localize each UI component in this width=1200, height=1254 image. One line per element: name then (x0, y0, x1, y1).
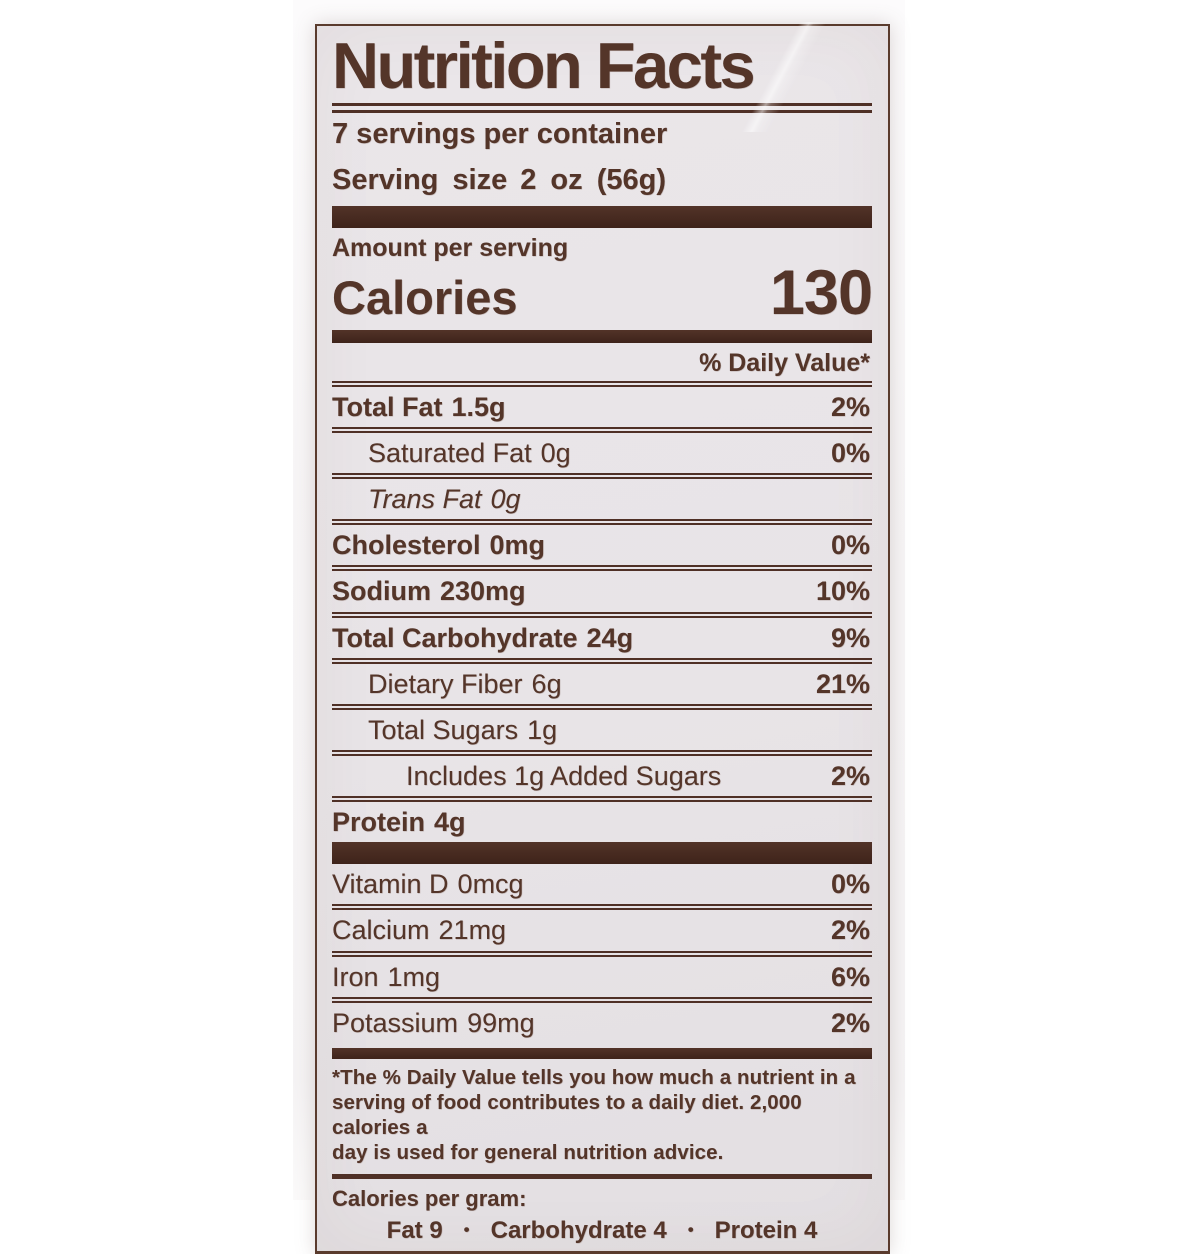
nutrient-name: Protein (332, 807, 426, 838)
amount-per-serving: Amount per serving (332, 234, 569, 263)
nutrient-row-protein: Protein 4g (332, 802, 872, 842)
nutrient-dv: 6% (830, 961, 870, 992)
nutrient-name: Includes 1g Added Sugars (406, 760, 722, 791)
calories-divider-bar (332, 330, 872, 344)
daily-value-footnote: *The % Daily Value tells you how much a … (332, 1065, 872, 1179)
nutrient-amount: 24g (586, 622, 634, 653)
cpg-protein: Protein 4 (714, 1217, 818, 1244)
nutrient-amount: 99mg (467, 1007, 535, 1038)
nutrient-row-vitamin-d: Vitamin D 0mcg 0% (332, 864, 872, 911)
nutrient-dv: 2% (830, 391, 870, 422)
nutrient-dv: 0% (830, 530, 870, 561)
nutrient-amount: 4g (434, 807, 466, 838)
serving-size-row: Serving size 2 oz (56g) (332, 165, 872, 197)
nutrient-amount: 6g (531, 668, 562, 699)
calories-row: Calories 130 (332, 257, 873, 328)
nutrient-dv: 0% (830, 437, 870, 468)
nutrient-name: Total Sugars (368, 714, 519, 745)
nutrient-dv: 0% (830, 869, 870, 900)
calories-per-gram-label: Calories per gram: (332, 1185, 527, 1211)
nutrient-name: Iron (332, 961, 379, 992)
servings-per-container: 7 servings per container (332, 117, 668, 150)
nutrient-name: Vitamin D (332, 869, 449, 900)
nutrient-amount: 21mg (438, 915, 507, 946)
calories-value: 130 (769, 257, 873, 328)
nutrient-row-trans-fat: Trans Fat 0g (332, 479, 872, 526)
nutrient-name: Potassium (332, 1007, 459, 1038)
nutrient-name: Total Fat (332, 391, 443, 422)
nutrient-amount: 1g (527, 714, 558, 745)
nutrient-amount: 1.5g (451, 391, 506, 422)
nutrient-row-total-sugars: Total Sugars 1g (332, 710, 872, 756)
footnote-line: *The % Daily Value tells you how much a … (332, 1065, 856, 1089)
nutrient-name: Sodium (332, 576, 431, 607)
nutrient-amount: 0mg (489, 530, 546, 561)
nutrient-amount: 230mg (440, 576, 526, 607)
bullet-icon: • (687, 1220, 694, 1239)
bullet-icon: • (463, 1220, 470, 1239)
footnote-line: serving of food contributes to a daily d… (332, 1090, 802, 1139)
nutrient-amount: 0mcg (457, 869, 524, 900)
calories-label: Calories (332, 270, 518, 324)
nutrient-row-total-fat: Total Fat 1.5g 2% (332, 387, 872, 433)
nutrient-dv: 2% (830, 915, 870, 946)
nutrient-dv: 2% (830, 1007, 870, 1038)
nutrient-row-dietary-fiber: Dietary Fiber 6g 21% (332, 664, 872, 710)
daily-value-header: % Daily Value* (332, 343, 872, 387)
nutrient-row-added-sugars: Includes 1g Added Sugars 2% (332, 756, 872, 803)
serving-size-label: Serving size (332, 164, 508, 197)
nutrient-name: Cholesterol (332, 530, 481, 561)
nutrient-name: Calcium (332, 915, 430, 946)
nutrient-amount: 0g (540, 437, 571, 468)
nutrient-name: Trans Fat (368, 484, 482, 515)
section-bar-top (332, 206, 872, 229)
nutrient-dv: 21% (815, 668, 870, 699)
cpg-fat: Fat 9 (386, 1217, 443, 1244)
calories-per-gram-items: Fat 9 • Carbohydrate 4 • Protein 4 (332, 1218, 872, 1243)
footnote-line: day is used for general nutrition advice… (332, 1140, 724, 1164)
nutrient-amount: 0g (490, 484, 521, 515)
nutrient-dv: 10% (815, 576, 870, 607)
section-bar-protein (332, 842, 872, 865)
cpg-carbohydrate: Carbohydrate 4 (490, 1217, 667, 1244)
nutrient-amount: 1mg (387, 961, 441, 992)
title-divider (332, 102, 872, 113)
section-bar-minerals (332, 1047, 872, 1059)
nutrient-row-calcium: Calcium 21mg 2% (332, 910, 872, 957)
nutrition-facts-panel: Nutrition Facts 7 servings per container… (315, 21, 890, 1254)
nutrient-name: Total Carbohydrate (332, 622, 578, 653)
nutrient-row-sodium: Sodium 230mg 10% (332, 571, 872, 618)
nutrient-row-potassium: Potassium 99mg 2% (332, 1003, 872, 1043)
nutrient-row-total-carbohydrate: Total Carbohydrate 24g 9% (332, 618, 872, 664)
panel-title: Nutrition Facts (332, 29, 756, 102)
serving-size-value: 2 oz (56g) (520, 164, 666, 197)
nutrient-name: Saturated Fat (368, 437, 532, 468)
nutrient-dv: 2% (830, 760, 870, 791)
nutrient-row-cholesterol: Cholesterol 0mg 0% (332, 525, 872, 572)
nutrient-name: Dietary Fiber (368, 668, 523, 699)
nutrient-row-saturated-fat: Saturated Fat 0g 0% (332, 433, 872, 480)
nutrient-row-iron: Iron 1mg 6% (332, 957, 872, 1003)
nutrient-dv: 9% (830, 622, 870, 653)
